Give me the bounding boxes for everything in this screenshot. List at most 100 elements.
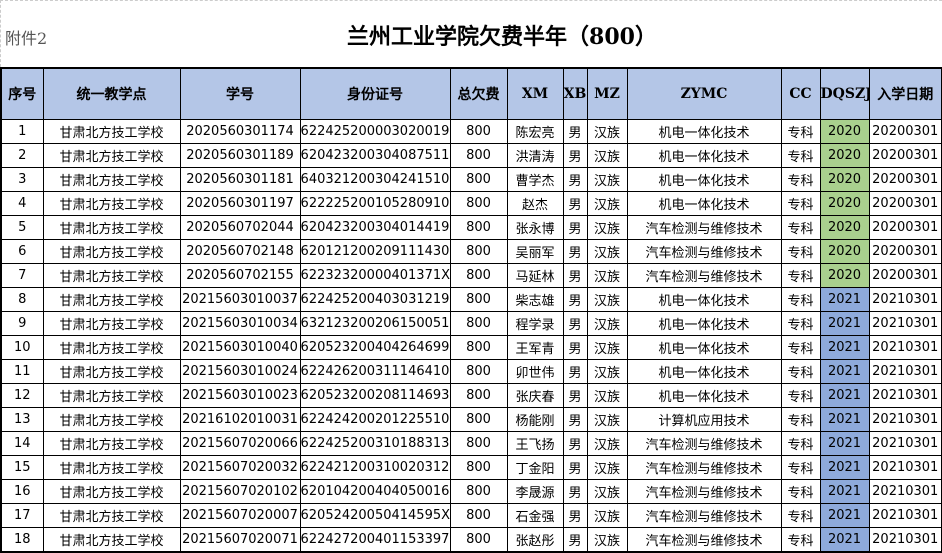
table-cell[interactable]: 计算机应用技术 [626,407,782,432]
table-cell[interactable]: 16 [0,479,44,504]
table-cell[interactable]: 800 [449,407,508,432]
table-cell[interactable]: 专科 [780,263,821,288]
table-cell[interactable]: 专科 [780,527,821,553]
table-cell[interactable]: 2020560702044 [179,215,301,240]
table-cell[interactable]: 专科 [780,335,821,360]
table-cell[interactable]: 2021 [819,479,870,504]
table-cell[interactable]: 专科 [780,431,821,456]
table-cell[interactable]: 20215603010034 [179,311,301,336]
table-cell[interactable]: 汽车检测与维修技术 [626,503,782,528]
table-cell[interactable]: 2020560301189 [179,143,301,168]
column-header[interactable]: 身份证号 [299,67,451,120]
table-cell[interactable]: 汉族 [586,503,628,528]
table-cell[interactable]: 甘肃北方技工学校 [42,143,181,168]
table-cell[interactable]: 622225200105280910 [299,191,451,216]
table-cell[interactable]: 甘肃北方技工学校 [42,335,181,360]
table-cell[interactable]: 汉族 [586,383,628,408]
table-cell[interactable]: 800 [449,287,508,312]
table-cell[interactable]: 柴志雄 [506,287,564,312]
table-cell[interactable]: 甘肃北方技工学校 [42,527,181,553]
table-cell[interactable]: 2021 [819,287,870,312]
table-cell[interactable]: 20200301 [868,215,942,240]
table-cell[interactable]: 2020 [819,215,870,240]
table-cell[interactable]: 622425200310188313 [299,431,451,456]
table-cell[interactable]: 甘肃北方技工学校 [42,263,181,288]
table-cell[interactable]: 2021 [819,359,870,384]
table-cell[interactable]: 15 [0,455,44,480]
table-cell[interactable]: 程学录 [506,311,564,336]
table-cell[interactable]: 10 [0,335,44,360]
table-cell[interactable]: 14 [0,431,44,456]
table-cell[interactable]: 甘肃北方技工学校 [42,455,181,480]
table-cell[interactable]: 男 [562,287,588,312]
table-cell[interactable]: 12 [0,383,44,408]
table-cell[interactable]: 男 [562,335,588,360]
table-cell[interactable]: 专科 [780,407,821,432]
table-cell[interactable]: 20215603010040 [179,335,301,360]
table-cell[interactable]: 男 [562,119,588,144]
table-cell[interactable]: 2020 [819,239,870,264]
table-cell[interactable]: 2020560301181 [179,167,301,192]
table-cell[interactable]: 汉族 [586,239,628,264]
table-cell[interactable]: 机电一体化技术 [626,287,782,312]
table-cell[interactable]: 20210301 [868,431,942,456]
table-cell[interactable]: 6 [0,239,44,264]
table-cell[interactable]: 专科 [780,167,821,192]
table-cell[interactable]: 1 [0,119,44,144]
table-cell[interactable]: 800 [449,503,508,528]
table-cell[interactable]: 陈宏亮 [506,119,564,144]
table-cell[interactable]: 20210301 [868,359,942,384]
table-cell[interactable]: 男 [562,191,588,216]
table-cell[interactable]: 800 [449,263,508,288]
table-cell[interactable]: 男 [562,215,588,240]
table-cell[interactable]: 汉族 [586,407,628,432]
table-cell[interactable]: 汉族 [586,191,628,216]
table-cell[interactable]: 622425200403031219 [299,287,451,312]
table-cell[interactable]: 2020560301174 [179,119,301,144]
table-cell[interactable]: 20200301 [868,119,942,144]
table-cell[interactable]: 李晟源 [506,479,564,504]
table-cell[interactable]: 2021 [819,431,870,456]
table-cell[interactable]: 专科 [780,239,821,264]
table-cell[interactable]: 20200301 [868,191,942,216]
table-cell[interactable]: 吴丽军 [506,239,564,264]
table-cell[interactable]: 甘肃北方技工学校 [42,287,181,312]
table-cell[interactable]: 机电一体化技术 [626,143,782,168]
table-cell[interactable]: 专科 [780,143,821,168]
table-cell[interactable]: 620523200404264699 [299,335,451,360]
table-cell[interactable]: 20210301 [868,479,942,504]
table-cell[interactable]: 汽车检测与维修技术 [626,215,782,240]
table-cell[interactable]: 汽车检测与维修技术 [626,455,782,480]
table-cell[interactable]: 汉族 [586,167,628,192]
table-cell[interactable]: 2020560702155 [179,263,301,288]
table-cell[interactable]: 2020 [819,263,870,288]
table-cell[interactable]: 62232320000401371X [299,263,451,288]
table-cell[interactable]: 甘肃北方技工学校 [42,167,181,192]
table-cell[interactable]: 800 [449,143,508,168]
table-cell[interactable]: 20215607020071 [179,527,301,553]
table-cell[interactable]: 甘肃北方技工学校 [42,239,181,264]
table-cell[interactable]: 男 [562,503,588,528]
table-cell[interactable]: 17 [0,503,44,528]
table-cell[interactable]: 男 [562,527,588,553]
table-cell[interactable]: 622426200311146410 [299,359,451,384]
table-cell[interactable]: 2020560301197 [179,191,301,216]
table-cell[interactable]: 张永博 [506,215,564,240]
table-cell[interactable]: 汉族 [586,143,628,168]
table-cell[interactable]: 2021 [819,407,870,432]
table-cell[interactable]: 汉族 [586,455,628,480]
table-cell[interactable]: 20210301 [868,407,942,432]
table-cell[interactable]: 汉族 [586,119,628,144]
table-cell[interactable]: 620121200209111430 [299,239,451,264]
table-cell[interactable]: 机电一体化技术 [626,119,782,144]
table-cell[interactable]: 机电一体化技术 [626,359,782,384]
column-header[interactable]: 序号 [0,67,44,120]
table-cell[interactable]: 丁金阳 [506,455,564,480]
table-cell[interactable]: 2020560702148 [179,239,301,264]
table-cell[interactable]: 甘肃北方技工学校 [42,119,181,144]
table-cell[interactable]: 20210301 [868,287,942,312]
table-cell[interactable]: 11 [0,359,44,384]
table-cell[interactable]: 专科 [780,311,821,336]
table-cell[interactable]: 汽车检测与维修技术 [626,527,782,553]
column-header[interactable]: MZ [586,67,628,120]
